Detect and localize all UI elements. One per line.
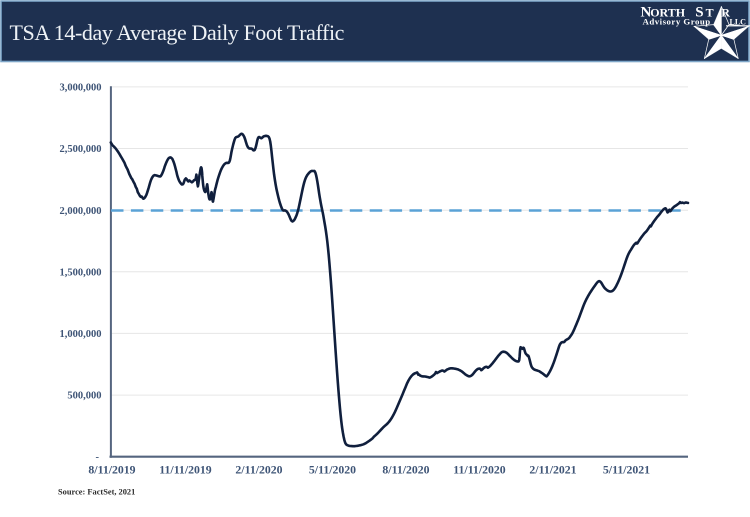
svg-text:R: R [721,5,730,19]
svg-text:500,000: 500,000 [67,391,101,402]
svg-text:11/11/2019: 11/11/2019 [159,462,212,476]
svg-text:5/11/2021: 5/11/2021 [603,462,650,476]
svg-text:LLC: LLC [730,17,747,26]
svg-text:1,000,000: 1,000,000 [60,329,102,340]
svg-text:5/11/2020: 5/11/2020 [309,462,356,476]
svg-text:2/11/2020: 2/11/2020 [235,462,282,476]
svg-text:2/11/2021: 2/11/2021 [529,462,576,476]
svg-text:3,000,000: 3,000,000 [60,83,102,94]
svg-text:T: T [706,5,714,19]
svg-text:N: N [641,4,652,20]
svg-text:8/11/2020: 8/11/2020 [382,462,429,476]
svg-text:Advisory Group: Advisory Group [643,16,711,26]
svg-text:TSA 14-day Average Daily Foot: TSA 14-day Average Daily Foot Traffic [10,20,345,45]
svg-text:8/11/2019: 8/11/2019 [88,462,135,476]
svg-text:1,500,000: 1,500,000 [60,267,102,278]
svg-text:S: S [695,4,703,20]
svg-text:2,000,000: 2,000,000 [60,206,102,217]
svg-text:-: - [96,452,100,463]
svg-text:2,500,000: 2,500,000 [60,144,102,155]
svg-text:Source: FactSet, 2021: Source: FactSet, 2021 [58,488,135,497]
svg-text:11/11/2020: 11/11/2020 [453,462,506,476]
svg-text:ORTH: ORTH [650,5,686,19]
